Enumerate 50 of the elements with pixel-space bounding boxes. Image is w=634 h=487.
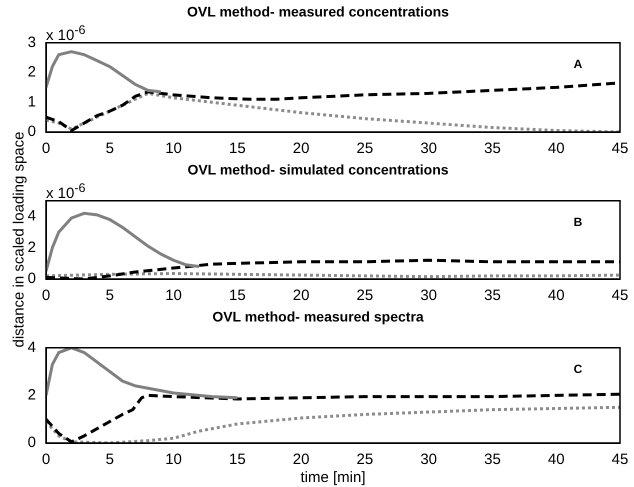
y-tick-label: 1 [28,93,36,110]
x-tick-label: 10 [165,287,182,304]
chart-title: OVL method- simulated concentrations [187,161,449,178]
x-tick-label: 0 [42,140,50,158]
x-tick-label: 15 [228,140,246,158]
x-tick-label: 15 [228,451,246,468]
annotation: B [574,215,583,230]
x-tick-label: 15 [228,287,246,304]
x-tick-label: 40 [548,287,565,304]
x-tick-label: 35 [484,287,501,304]
y-tick-label: 0 [28,123,36,140]
x-tick-label: 45 [612,287,628,304]
annotation: C [574,362,583,376]
y-tick-label: 0 [28,270,36,288]
x-tick-label: 25 [356,140,374,158]
y-tick-label: 0 [28,434,36,452]
x-tick-label: 0 [42,451,50,468]
x-tick-label: 20 [292,287,310,304]
x-tick-label: 20 [292,451,310,468]
y-axis-title: distance in scaled loading space [10,132,27,348]
x-tick-label: 20 [292,140,310,158]
annotation: x 10$^{-6}$ [46,180,86,202]
x-tick-label: 35 [484,451,501,468]
x-tick-label: 10 [165,140,182,158]
y-tick-label: 2 [28,386,36,404]
y-tick-label: 4 [28,338,36,356]
x-tick-label: 40 [548,451,565,468]
annotation: A [574,57,583,72]
x-tick-label: 45 [612,140,628,158]
x-tick-label: 10 [165,451,182,468]
y-tick-label: 4 [28,208,36,225]
x-tick-label: 45 [612,451,628,468]
y-tick-label: 2 [28,238,36,256]
chart-title: OVL method- measured concentrations [187,3,450,20]
x-tick-label: 35 [484,140,501,158]
x-tick-label: 30 [420,140,438,158]
y-tick-label: 3 [28,34,36,51]
x-tick-label: 5 [106,287,114,304]
x-tick-label: 40 [548,140,565,158]
x-tick-label: 5 [106,140,114,158]
annotation: x 10$^{-6}$ [46,22,86,44]
chart-title: OVL method- measured spectra [212,308,424,324]
x-axis-title: time [min] [300,469,366,486]
x-tick-label: 25 [356,451,374,468]
x-tick-label: 30 [420,451,438,468]
x-tick-label: 5 [106,451,114,468]
x-tick-label: 25 [356,287,374,304]
x-tick-label: 0 [42,287,50,304]
y-tick-label: 2 [28,64,36,81]
x-tick-label: 30 [420,287,438,304]
